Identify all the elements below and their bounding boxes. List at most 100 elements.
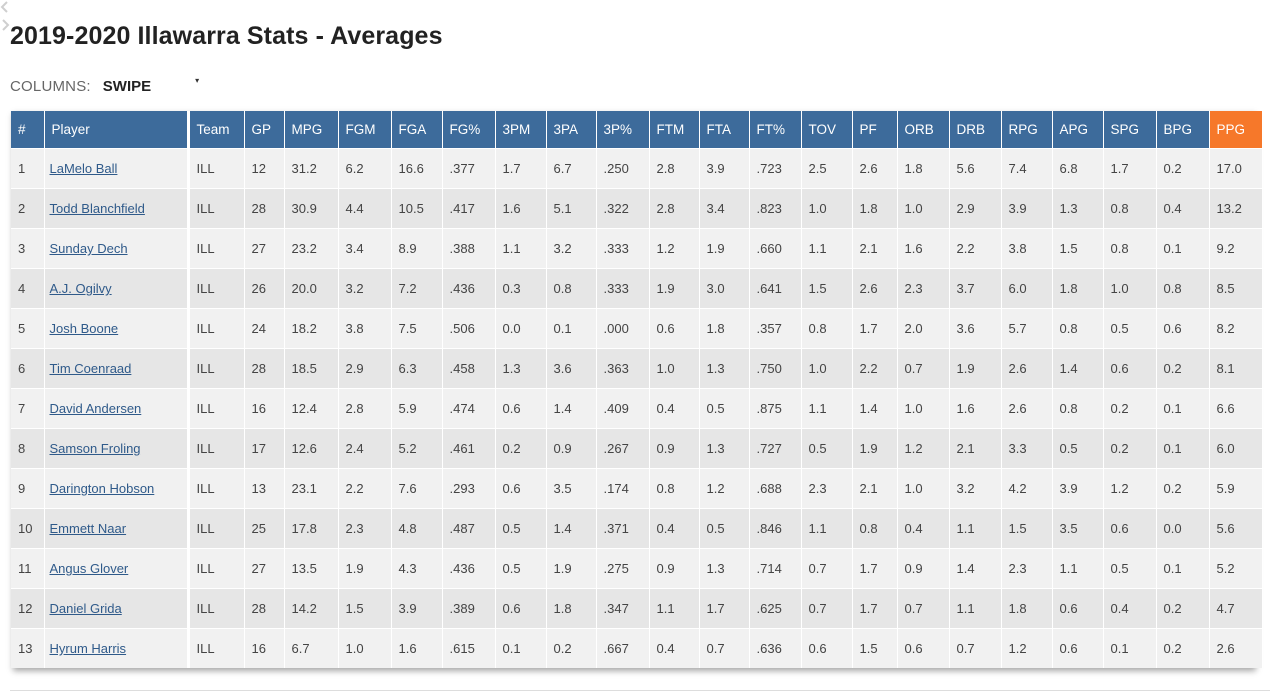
player-link[interactable]: Todd Blanchfield xyxy=(49,201,145,216)
player-cell[interactable]: Darington Hobson xyxy=(44,468,190,509)
cell-spg: 0.8 xyxy=(1103,188,1157,229)
player-cell[interactable]: Sunday Dech xyxy=(44,228,190,269)
table-row: 5 Josh Boone ILL 24 18.2 3.8 7.5.506 0.0 0.1.000… xyxy=(11,308,1263,349)
cell-ppg: 5.2 xyxy=(1209,548,1263,589)
cell-ftm: 0.9 xyxy=(649,548,700,589)
column-header-3p[interactable]: 3P% xyxy=(596,111,650,149)
player-link[interactable]: LaMelo Ball xyxy=(49,161,118,176)
cell-gp: 28 xyxy=(244,188,285,229)
player-cell[interactable]: Tim Coenraad xyxy=(44,348,190,389)
player-link[interactable]: Samson Froling xyxy=(49,441,141,456)
cell-3pa: 0.1 xyxy=(546,308,597,349)
cell-mpg: 6.7 xyxy=(284,628,339,668)
player-link[interactable]: Tim Coenraad xyxy=(49,361,132,376)
column-header-orb[interactable]: ORB xyxy=(897,111,950,149)
cell-orb: 1.0 xyxy=(897,388,950,429)
player-link[interactable]: David Andersen xyxy=(49,401,142,416)
column-header-apg[interactable]: APG xyxy=(1052,111,1104,149)
cell-3pm: 0.5 xyxy=(495,548,547,589)
cell-ft: .723 xyxy=(749,148,802,189)
player-cell[interactable]: Emmett Naar xyxy=(44,508,190,549)
column-header-rpg[interactable]: RPG xyxy=(1001,111,1053,149)
cell-3pm: 0.1 xyxy=(495,628,547,668)
cell-bpg: 0.1 xyxy=(1156,388,1210,429)
column-header-3pm[interactable]: 3PM xyxy=(495,111,547,149)
column-header-fgm[interactable]: FGM xyxy=(338,111,392,149)
cell-fg: .474 xyxy=(442,388,496,429)
cell-tov: 1.0 xyxy=(801,188,853,229)
column-header-mpg[interactable]: MPG xyxy=(284,111,339,149)
column-header-pf[interactable]: PF xyxy=(852,111,898,149)
cell-bpg: 0.2 xyxy=(1156,588,1210,629)
caret-down-icon: ▾ xyxy=(195,76,200,85)
player-cell[interactable]: Josh Boone xyxy=(44,308,190,349)
cell-: 7 xyxy=(11,388,45,429)
cell-mpg: 18.2 xyxy=(284,308,339,349)
chevron-left-icon[interactable] xyxy=(0,0,1280,18)
cell-fta: 0.5 xyxy=(699,508,750,549)
column-header-spg[interactable]: SPG xyxy=(1103,111,1157,149)
column-header-3pa[interactable]: 3PA xyxy=(546,111,597,149)
player-link[interactable]: Angus Glover xyxy=(49,561,129,576)
player-cell[interactable]: David Andersen xyxy=(44,388,190,429)
player-cell[interactable]: Samson Froling xyxy=(44,428,190,469)
cell-apg: 0.8 xyxy=(1052,388,1104,429)
cell-3pm: 0.6 xyxy=(495,588,547,629)
column-header-gp[interactable]: GP xyxy=(244,111,285,149)
chevron-right-icon[interactable] xyxy=(0,18,1280,36)
cell-team: ILL xyxy=(188,388,245,429)
column-header-team[interactable]: Team xyxy=(188,111,245,149)
cell-tov: 0.6 xyxy=(801,628,853,668)
player-link[interactable]: Hyrum Harris xyxy=(49,641,127,656)
cell-apg: 6.8 xyxy=(1052,148,1104,189)
cell-mpg: 23.1 xyxy=(284,468,339,509)
cell-fta: 3.0 xyxy=(699,268,750,309)
cell-: 1 xyxy=(11,148,45,189)
cell-3pm: 0.6 xyxy=(495,468,547,509)
player-link[interactable]: Darington Hobson xyxy=(49,481,155,496)
column-header-fga[interactable]: FGA xyxy=(391,111,443,149)
table-row: 10 Emmett Naar ILL 25 17.8 2.3 4.8.487 0.5 1.4.3… xyxy=(11,508,1263,549)
player-link[interactable]: Emmett Naar xyxy=(49,521,127,536)
column-header-[interactable]: # xyxy=(11,111,45,149)
player-cell[interactable]: Todd Blanchfield xyxy=(44,188,190,229)
column-header-tov[interactable]: TOV xyxy=(801,111,853,149)
cell-bpg: 0.1 xyxy=(1156,428,1210,469)
cell-fga: 4.8 xyxy=(391,508,443,549)
cell-orb: 0.9 xyxy=(897,548,950,589)
cell-fta: 0.7 xyxy=(699,628,750,668)
cell-orb: 2.0 xyxy=(897,308,950,349)
player-link[interactable]: Daniel Grida xyxy=(49,601,122,616)
player-link[interactable]: A.J. Ogilvy xyxy=(49,281,112,296)
player-link[interactable]: Josh Boone xyxy=(49,321,119,336)
column-header-bpg[interactable]: BPG xyxy=(1156,111,1210,149)
column-header-fg[interactable]: FG% xyxy=(442,111,496,149)
cell-3p: .409 xyxy=(596,388,650,429)
cell-pf: 1.8 xyxy=(852,188,898,229)
column-header-fta[interactable]: FTA xyxy=(699,111,750,149)
cell-: 2 xyxy=(11,188,45,229)
cell-bpg: 0.2 xyxy=(1156,348,1210,389)
cell-rpg: 6.0 xyxy=(1001,268,1053,309)
cell-pf: 2.1 xyxy=(852,468,898,509)
player-link[interactable]: Sunday Dech xyxy=(49,241,128,256)
player-cell[interactable]: Daniel Grida xyxy=(44,588,190,629)
player-cell[interactable]: Hyrum Harris xyxy=(44,628,190,668)
columns-select[interactable]: SWIPE ▾ xyxy=(103,76,200,95)
cell-ftm: 0.6 xyxy=(649,308,700,349)
cell-3pm: 0.0 xyxy=(495,308,547,349)
cell-mpg: 30.9 xyxy=(284,188,339,229)
column-header-player[interactable]: Player xyxy=(44,111,190,149)
column-header-drb[interactable]: DRB xyxy=(949,111,1002,149)
player-cell[interactable]: A.J. Ogilvy xyxy=(44,268,190,309)
player-cell[interactable]: LaMelo Ball xyxy=(44,148,190,189)
column-header-ppg[interactable]: PPG xyxy=(1209,111,1263,149)
cell-ppg: 5.9 xyxy=(1209,468,1263,509)
cell-mpg: 13.5 xyxy=(284,548,339,589)
column-header-ftm[interactable]: FTM xyxy=(649,111,700,149)
column-header-ft[interactable]: FT% xyxy=(749,111,802,149)
player-cell[interactable]: Angus Glover xyxy=(44,548,190,589)
cell-mpg: 18.5 xyxy=(284,348,339,389)
cell-fga: 1.6 xyxy=(391,628,443,668)
cell-ftm: 2.8 xyxy=(649,148,700,189)
